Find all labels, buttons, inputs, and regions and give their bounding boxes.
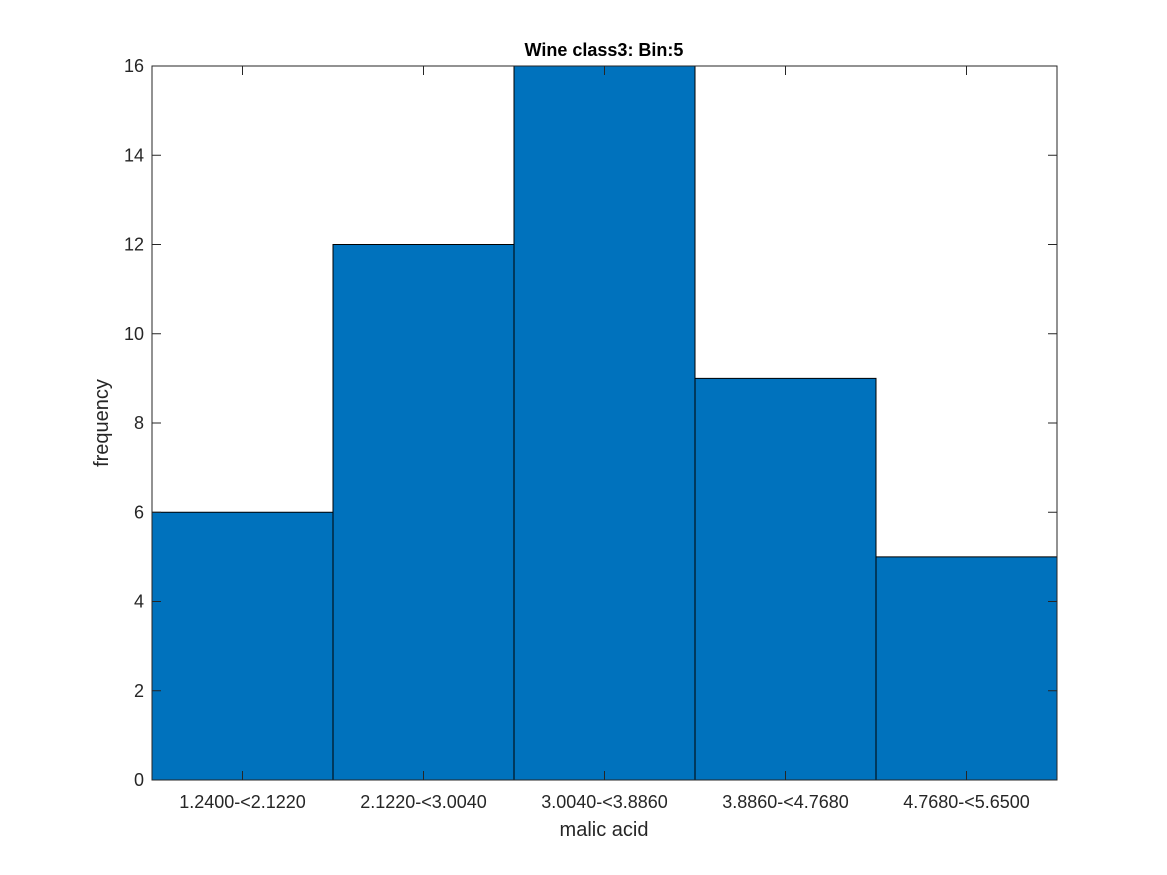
x-axis-label: malic acid	[560, 819, 649, 841]
y-tick-label: 2	[134, 681, 144, 701]
y-tick-label: 8	[134, 413, 144, 433]
y-tick-label: 12	[124, 235, 144, 255]
plot-area-border	[151, 65, 1058, 781]
y-tick-label: 10	[124, 324, 144, 344]
x-tick-label: 3.8860-<4.7680	[722, 792, 849, 812]
histogram-bar	[875, 556, 1058, 781]
chart-title: Wine class3: Bin:5	[525, 40, 684, 60]
x-tick-label: 4.7680-<5.6500	[903, 792, 1030, 812]
x-tick-label: 1.2400-<2.1220	[179, 792, 306, 812]
y-tick-label: 0	[134, 770, 144, 790]
histogram-bar	[151, 511, 334, 781]
y-tick-label: 6	[134, 502, 144, 522]
histogram-bar	[694, 377, 877, 781]
y-axis-label: frequency	[91, 379, 113, 467]
histogram-bar	[513, 65, 696, 781]
x-tick-label: 3.0040-<3.8860	[541, 792, 668, 812]
y-tick-label: 16	[124, 56, 144, 76]
y-tick-label: 4	[134, 592, 144, 612]
histogram-bar	[332, 244, 515, 781]
x-tick-label: 2.1220-<3.0040	[360, 792, 487, 812]
bars-group	[151, 65, 1058, 781]
ticks-group: 1.2400-<2.1220 2.1220-<3.0040 3.0040-<3.88…	[124, 56, 1057, 812]
y-tick-label: 14	[124, 145, 144, 165]
